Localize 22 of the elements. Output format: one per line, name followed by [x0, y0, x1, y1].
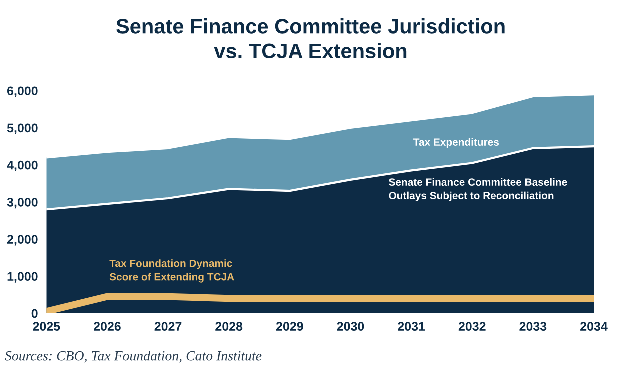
- x-tick-label: 2026: [94, 322, 121, 332]
- x-tick-label: 2030: [337, 322, 364, 332]
- series-label: Tax Expenditures: [414, 138, 500, 148]
- x-tick-label: 2028: [216, 322, 243, 332]
- x-tick-label: 2027: [154, 322, 182, 332]
- x-tick-label: 2031: [398, 322, 426, 332]
- y-tick-label: 2,000: [7, 235, 38, 246]
- x-tick-label: 2034: [580, 322, 608, 332]
- y-tick-label: 6,000: [7, 86, 38, 98]
- series-label: Senate Finance Committee Baseline Outlays Subject to Reconciliation: [389, 178, 568, 202]
- y-tick-label: 4,000: [7, 160, 38, 172]
- x-tick-label: 2029: [276, 322, 304, 332]
- y-tick-label: 5,000: [7, 124, 38, 134]
- y-tick-label: 0: [32, 309, 38, 318]
- y-tick-label: 3,000: [7, 198, 38, 209]
- series-label: Tax Foundation Dynamic Score of Extending TCJA: [110, 260, 234, 283]
- x-tick-label: 2025: [33, 322, 60, 332]
- x-tick-label: 2032: [458, 322, 486, 332]
- source-note: Sources: CBO, Tax Foundation, Cato Institute: [5, 350, 262, 363]
- chart-title: Senate Finance Committee Jurisdiction vs. TCJA Extension: [116, 18, 505, 59]
- y-tick-label: 1,000: [8, 272, 38, 283]
- x-tick-label: 2033: [520, 322, 547, 332]
